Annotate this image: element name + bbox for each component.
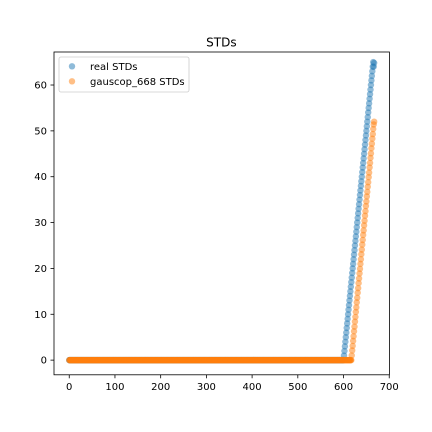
data-point <box>348 356 355 364</box>
plot-points <box>66 58 378 364</box>
data-point <box>367 154 374 162</box>
data-point <box>349 342 356 350</box>
data-point <box>348 278 355 286</box>
data-point <box>349 260 357 268</box>
data-point <box>367 150 375 157</box>
legend: real STDs gauscop_668 STDs <box>58 56 190 93</box>
data-point <box>355 275 363 282</box>
data-point <box>366 159 374 167</box>
x-tick-label: 300 <box>197 382 216 393</box>
legend-marker-gauscop-stds <box>68 78 76 85</box>
data-point <box>364 118 371 125</box>
data-point <box>352 313 359 321</box>
y-tick-label: 40 <box>34 172 47 183</box>
axes-frame <box>53 51 390 376</box>
legend-label-real-stds: real STDs <box>90 62 138 73</box>
data-point <box>364 188 371 196</box>
data-point <box>359 236 366 244</box>
data-point <box>370 59 378 67</box>
data-point <box>350 333 357 340</box>
legend-box <box>58 56 190 93</box>
data-point <box>357 182 365 190</box>
data-point <box>369 130 376 138</box>
data-point <box>362 207 369 215</box>
y-tick-label: 20 <box>34 264 47 275</box>
data-point <box>360 227 367 234</box>
y-tick-label: 10 <box>34 310 47 321</box>
data-point <box>359 164 366 171</box>
y-tick-label: 50 <box>34 126 47 137</box>
data-point <box>368 140 376 147</box>
data-point <box>365 169 373 176</box>
data-point <box>363 198 370 205</box>
data-point <box>348 352 355 359</box>
data-point <box>367 86 374 93</box>
series-1 <box>66 118 378 364</box>
data-point <box>353 304 360 311</box>
data-point <box>354 284 362 292</box>
data-point <box>358 246 366 253</box>
y-tick-label: 60 <box>34 81 47 92</box>
data-point <box>351 323 358 330</box>
data-point <box>344 311 352 318</box>
data-point <box>361 217 368 224</box>
data-point <box>349 337 357 345</box>
x-axis: 0 100 200 300 400 500 600 700 <box>66 374 399 393</box>
data-point <box>354 294 361 301</box>
data-point <box>356 270 363 277</box>
y-tick-label: 30 <box>34 218 47 229</box>
x-tick-label: 700 <box>380 382 399 393</box>
chart-title: STDs <box>206 36 236 50</box>
x-tick-label: 0 <box>66 382 72 393</box>
x-tick-label: 400 <box>243 382 262 393</box>
data-point <box>356 265 364 273</box>
legend-marker-real-stds <box>68 63 76 70</box>
data-point <box>357 256 365 263</box>
x-tick-label: 100 <box>105 382 124 393</box>
x-tick-label: 200 <box>151 382 170 393</box>
x-tick-label: 500 <box>288 382 307 393</box>
data-point <box>354 214 361 222</box>
y-axis: 0 10 20 30 40 50 60 <box>34 81 54 367</box>
data-point <box>365 179 372 186</box>
y-tick-label: 0 <box>41 356 47 367</box>
data-point <box>342 338 349 345</box>
legend-label-gauscop-stds: gauscop_668 STDs <box>90 77 185 88</box>
x-tick-label: 600 <box>334 382 353 393</box>
data-point <box>370 118 378 125</box>
